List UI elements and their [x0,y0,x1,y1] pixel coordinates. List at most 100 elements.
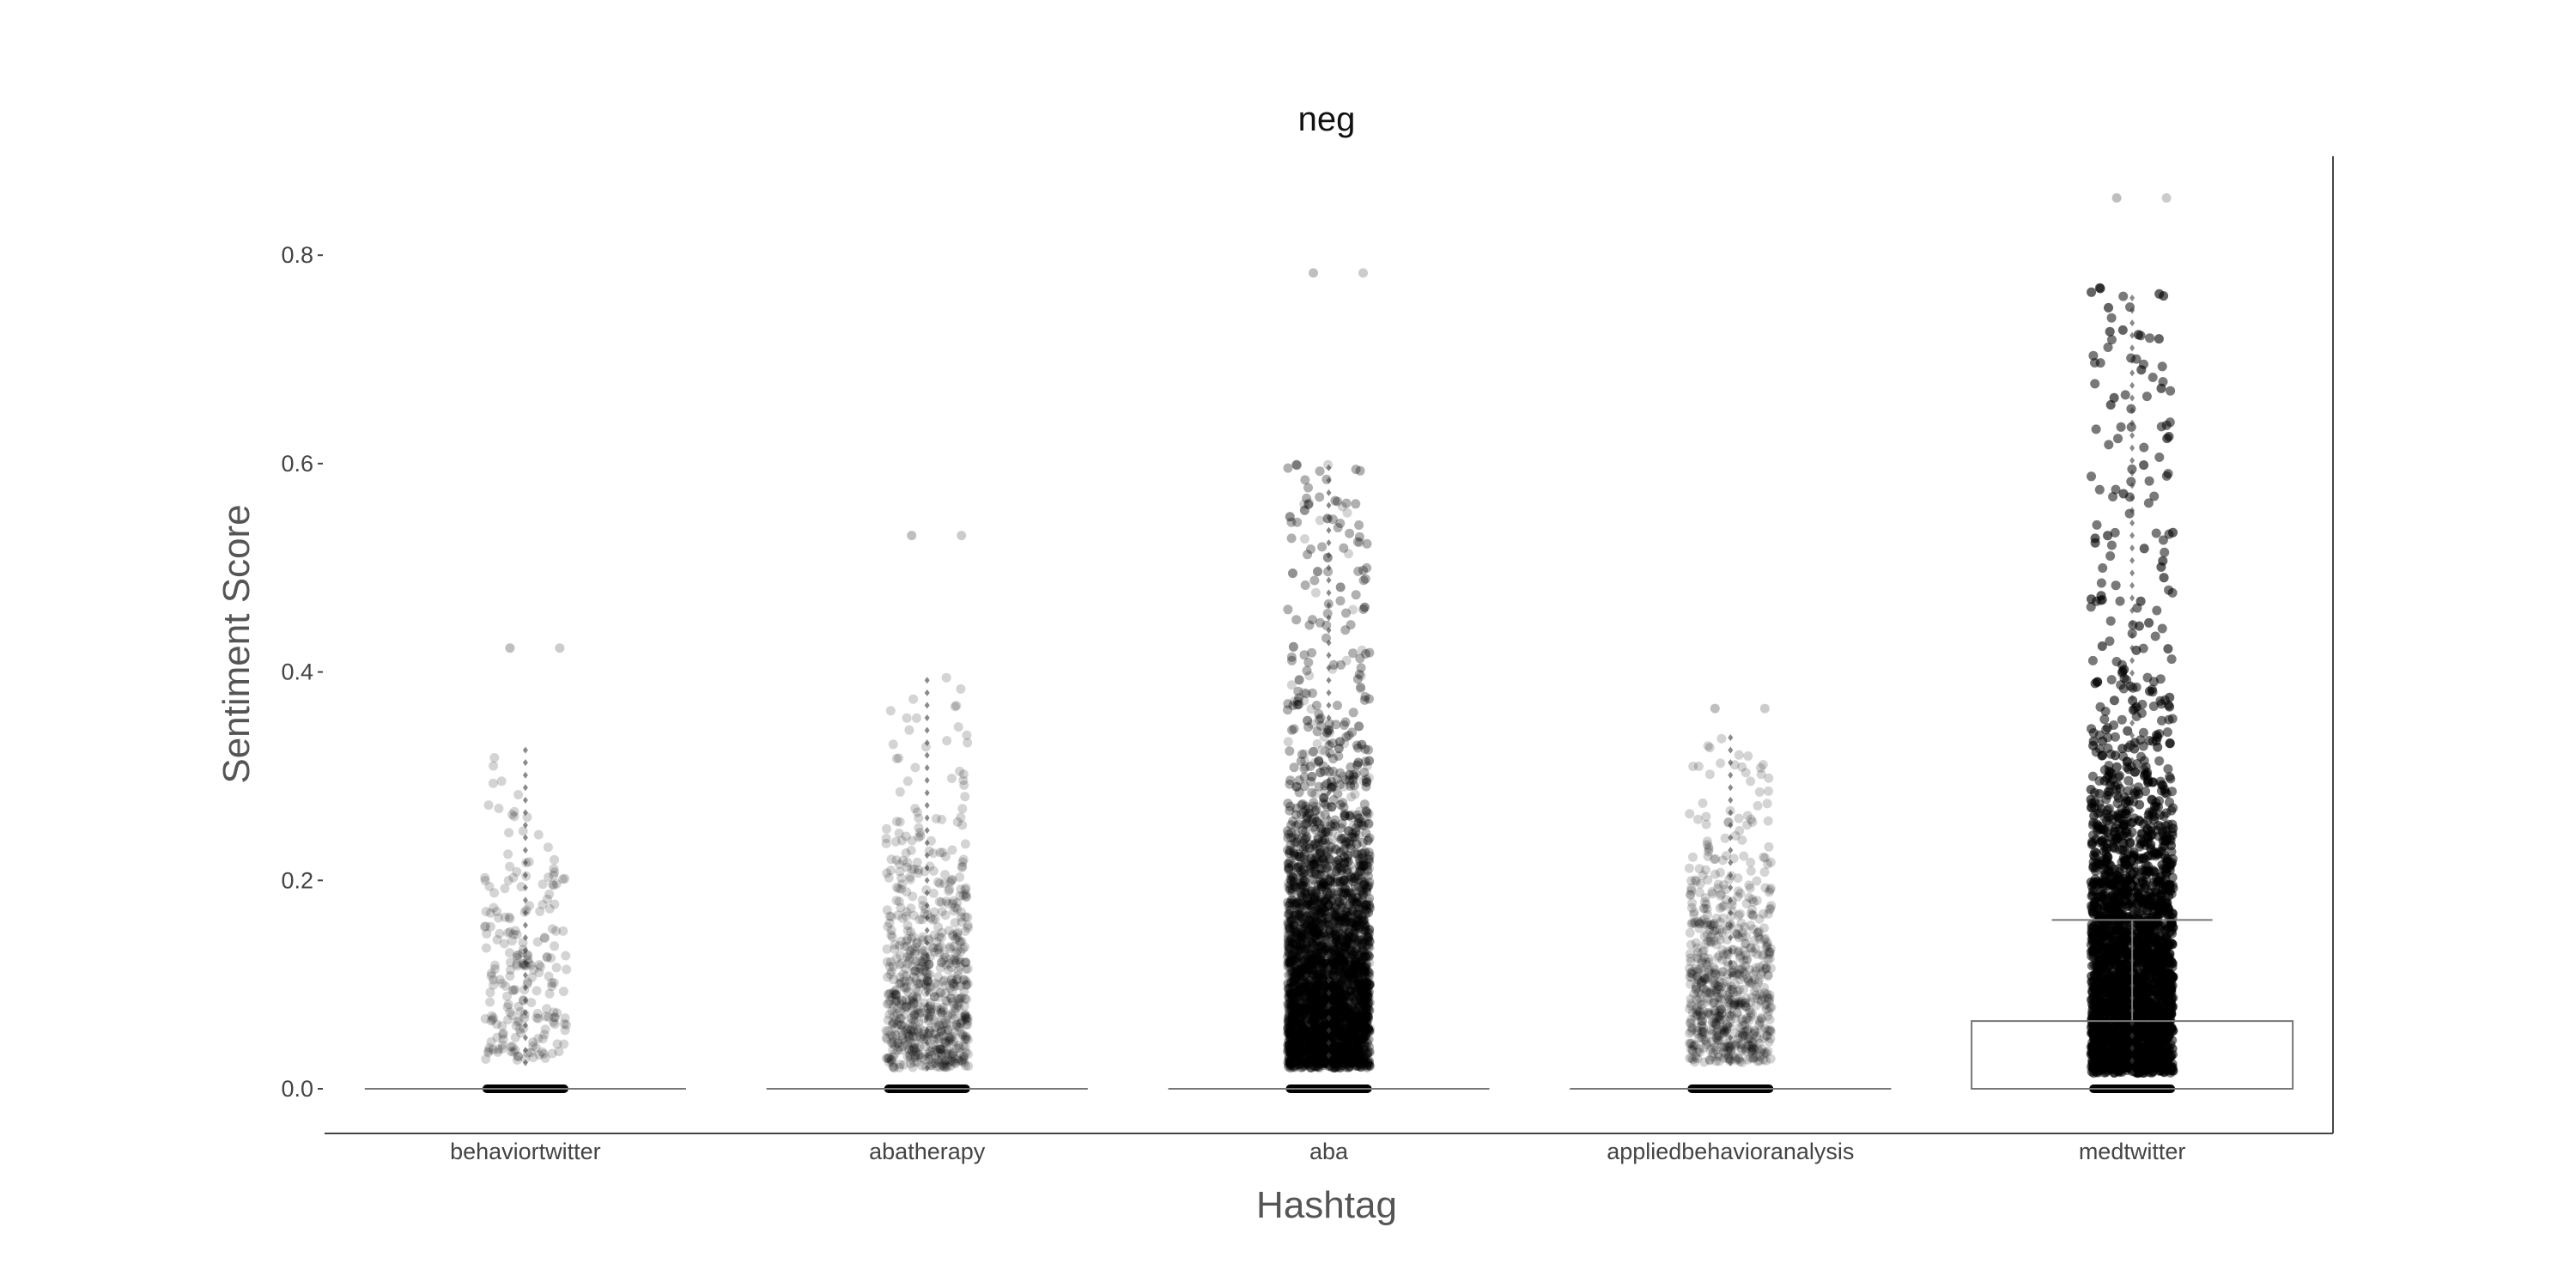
flier-marker [925,764,930,771]
strip-point [559,1040,568,1049]
strip-point [910,804,920,813]
strip-point [944,886,953,896]
strip-point [512,867,521,877]
strip-point [513,951,522,960]
strip-point [917,1054,927,1063]
outlier-point [957,531,966,540]
strip-point [902,848,911,858]
strip-point [933,922,943,932]
flier-marker [925,702,930,708]
strip-point [929,889,939,898]
strip-point [948,932,957,941]
strip-point [489,779,498,788]
strip-point [947,876,957,885]
strip-point [504,828,513,837]
strip-point [904,726,914,735]
strip-point [892,754,902,763]
strip-point [907,1024,916,1034]
strip-point [1340,625,1350,635]
strip-point [485,987,495,997]
strip-point [918,933,927,942]
strip-point [885,996,895,1005]
flier-marker [925,789,930,796]
strip-point [544,872,553,882]
strip-point [1284,737,1293,746]
strip-point [933,878,943,887]
flier-marker [925,827,930,834]
strip-point [886,969,896,979]
strip-point [902,714,912,723]
strip-point [1341,609,1351,618]
strip-point [561,951,570,961]
strip-point [482,944,491,953]
strip-point [902,937,911,946]
strip-point [481,876,490,885]
strip-point [1352,590,1361,599]
chart-title: neg [1298,100,1356,138]
strip-point [905,953,914,963]
strip-point [543,952,552,962]
strip-point [963,964,973,974]
flier-marker [925,690,930,696]
strip-point [906,875,915,884]
strip-point [497,776,507,786]
strip-point [915,828,925,837]
strip-point [543,895,552,904]
strip-point [547,978,556,987]
strip-point [486,922,495,932]
strip-point [954,722,963,732]
strip-point [930,992,939,1001]
strip-point [894,884,903,893]
strip-point [886,706,896,715]
strip-point [944,965,953,975]
flier-marker [925,927,930,934]
strip-point [1363,539,1372,549]
strip-point [953,946,963,956]
strip-point [1342,499,1352,508]
strip-point [903,776,913,786]
strip-point [534,1014,544,1024]
flier-marker [925,802,930,809]
strip-point [1346,793,1356,802]
strip-point [957,804,967,813]
flier-marker [523,847,528,854]
flier-marker [523,784,528,791]
strip-point [507,1047,516,1056]
flier-marker [925,752,930,759]
strip-point [560,874,569,884]
strip-point [882,824,891,834]
strip-point [1300,534,1309,544]
strip-point [959,781,969,790]
strip-point [889,1018,898,1028]
flier-marker [925,777,930,784]
strip-point [961,839,970,848]
flier-marker [925,714,930,721]
strip-point [552,963,562,972]
strip-point [489,975,498,985]
strip-point [953,817,963,827]
strip-point [961,1031,970,1041]
strip-point [886,1055,896,1065]
strip-point [957,993,967,1002]
flier-marker [523,797,528,804]
strip-point [885,919,895,928]
strip-point [539,1030,549,1039]
strip-point [896,1060,905,1069]
strip-point [519,826,528,835]
strip-point [962,1013,971,1023]
strip-point [962,892,971,902]
strip-point [489,753,499,762]
strip-point [905,977,914,987]
strip-point [561,1013,570,1023]
strip-point [549,864,558,873]
strip-point [485,998,495,1007]
strip-point [559,987,568,996]
strip-point [1315,466,1325,476]
flier-marker [523,759,528,766]
strip-point [532,986,542,995]
strip-point [928,848,938,858]
strip-point [513,962,522,971]
strip-point [942,997,951,1006]
strip-point [960,792,969,801]
